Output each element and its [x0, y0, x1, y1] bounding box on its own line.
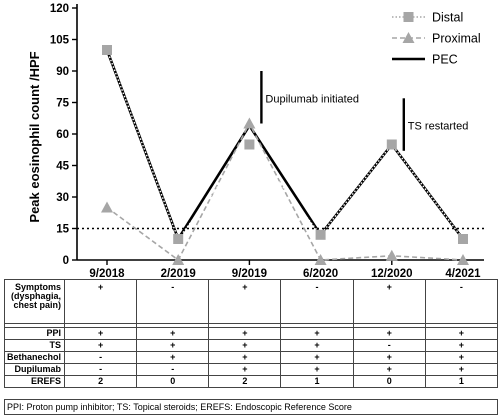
- table-row: PPI + + + + + +: [4, 327, 499, 340]
- y-tick-label: 0: [63, 255, 69, 267]
- table-cell: 2: [63, 375, 138, 388]
- y-tick-label: 105: [50, 35, 70, 47]
- y-tick-label: 75: [56, 98, 69, 110]
- table-cell: +: [352, 351, 426, 364]
- row-header: EREFS: [4, 375, 65, 388]
- series-line-proximal: [106, 121, 464, 262]
- table-cell: +: [424, 351, 499, 364]
- table-cell: -: [136, 363, 210, 376]
- table-cell: +: [136, 327, 210, 340]
- x-tick-label: 2/2019: [161, 268, 196, 280]
- table-cell: +: [63, 339, 138, 352]
- legend-label-distal: Distal: [432, 11, 463, 25]
- x-tick-label: 9/2018: [89, 268, 125, 280]
- x-axis-ticks: 9/2018 2/2019 9/2019 6/2020 12/2020 4/2021: [89, 260, 481, 280]
- table-cell: +: [424, 339, 499, 352]
- series-line-distal: [106, 49, 464, 241]
- table-cell: +: [63, 279, 138, 324]
- table-cell: +: [280, 363, 354, 376]
- y-tick-label: 90: [56, 66, 69, 78]
- legend-marker-distal: [403, 12, 414, 22]
- y-tick-label: 30: [56, 192, 69, 204]
- marker-distal: [386, 139, 397, 150]
- table-cell: +: [208, 279, 282, 324]
- table-cell: -: [280, 279, 354, 324]
- annotation-label: Dupilumab initiated: [265, 93, 359, 105]
- legend-label-proximal: Proximal: [432, 32, 481, 46]
- eosinophil-line-chart: 0 15 30 45 60 75 90 105 120 9/2018 2/2019 9/2019 6/…: [27, 3, 484, 280]
- annotation-label: TS restarted: [408, 121, 469, 133]
- table-cell: +: [136, 351, 210, 364]
- marker-proximal: [172, 254, 185, 265]
- table-row: TS + + + + - +: [4, 339, 499, 352]
- marker-distal: [244, 139, 255, 150]
- x-tick-label: 9/2019: [232, 268, 267, 280]
- row-header: Symptoms (dysphagia, chest pain): [4, 279, 65, 324]
- table-cell: -: [63, 363, 138, 376]
- legend: Distal Proximal PEC: [392, 11, 481, 67]
- footnote: PPI: Proton pump inhibitor; TS: Topical …: [4, 399, 498, 415]
- marker-distal: [458, 234, 468, 244]
- x-tick-label: 6/2020: [303, 268, 338, 280]
- table-cell: +: [424, 327, 499, 340]
- table-cell: -: [352, 339, 426, 352]
- y-tick-label: 15: [56, 224, 69, 236]
- table-cell: +: [280, 327, 354, 340]
- table-cell: 1: [280, 375, 354, 388]
- table-row: EREFS 2 0 2 1 0 1: [4, 375, 499, 388]
- table-cell: +: [208, 339, 282, 352]
- x-tick-label: 4/2021: [445, 268, 481, 280]
- table-cell: +: [352, 363, 426, 376]
- table-cell: +: [352, 327, 426, 340]
- x-tick-label: 12/2020: [371, 268, 413, 280]
- row-header: PPI: [4, 327, 65, 340]
- row-header: Dupilumab: [4, 363, 65, 376]
- table-cell: +: [280, 351, 354, 364]
- table-cell: +: [136, 339, 210, 352]
- row-header: TS: [4, 339, 65, 352]
- table-cell: +: [424, 363, 499, 376]
- axes: [76, 4, 484, 261]
- marker-proximal: [457, 254, 469, 265]
- annotations: Dupilumab initiated TS restarted: [260, 71, 469, 151]
- marker-distal: [102, 45, 112, 55]
- table-cell: +: [208, 363, 282, 376]
- row-header: Bethanechol: [4, 351, 65, 364]
- y-tick-label: 45: [56, 161, 69, 173]
- table-cell: -: [424, 279, 499, 324]
- legend-marker-proximal: [402, 32, 415, 43]
- table-cell: 0: [136, 375, 210, 388]
- marker-proximal: [101, 201, 113, 213]
- legend-label-pec: PEC: [432, 53, 458, 67]
- marker-proximal: [314, 254, 327, 265]
- marker-distal: [173, 234, 184, 244]
- table-cell: +: [63, 327, 138, 340]
- table-row: Dupilumab - - + + + +: [4, 363, 499, 376]
- table-cell: 2: [208, 375, 282, 388]
- y-axis-ticks: 0 15 30 45 60 75 90 105 120: [50, 3, 77, 267]
- table-cell: +: [352, 279, 426, 324]
- table-cell: +: [280, 339, 354, 352]
- y-axis-label: Peak eosinophil count /HPF: [27, 51, 42, 222]
- table-cell: 1: [424, 375, 499, 388]
- y-tick-label: 120: [50, 3, 69, 15]
- series-line-pec: [105, 49, 465, 242]
- marker-proximal: [385, 249, 398, 261]
- table-cell: -: [63, 351, 138, 364]
- table-cell: +: [208, 327, 282, 340]
- table-row: Symptoms (dysphagia, chest pain) + - + - + -: [4, 279, 499, 324]
- y-tick-label: 60: [56, 129, 69, 141]
- table-cell: -: [136, 279, 210, 324]
- table-cell: +: [208, 351, 282, 364]
- treatment-table: Symptoms (dysphagia, chest pain) + - + - + - PP…: [4, 279, 499, 388]
- marker-distal: [315, 229, 326, 240]
- marker-proximal: [243, 117, 256, 129]
- table-row: Bethanechol - + + + + +: [4, 351, 499, 364]
- table-cell: 0: [352, 375, 426, 388]
- series-lines: [101, 45, 469, 265]
